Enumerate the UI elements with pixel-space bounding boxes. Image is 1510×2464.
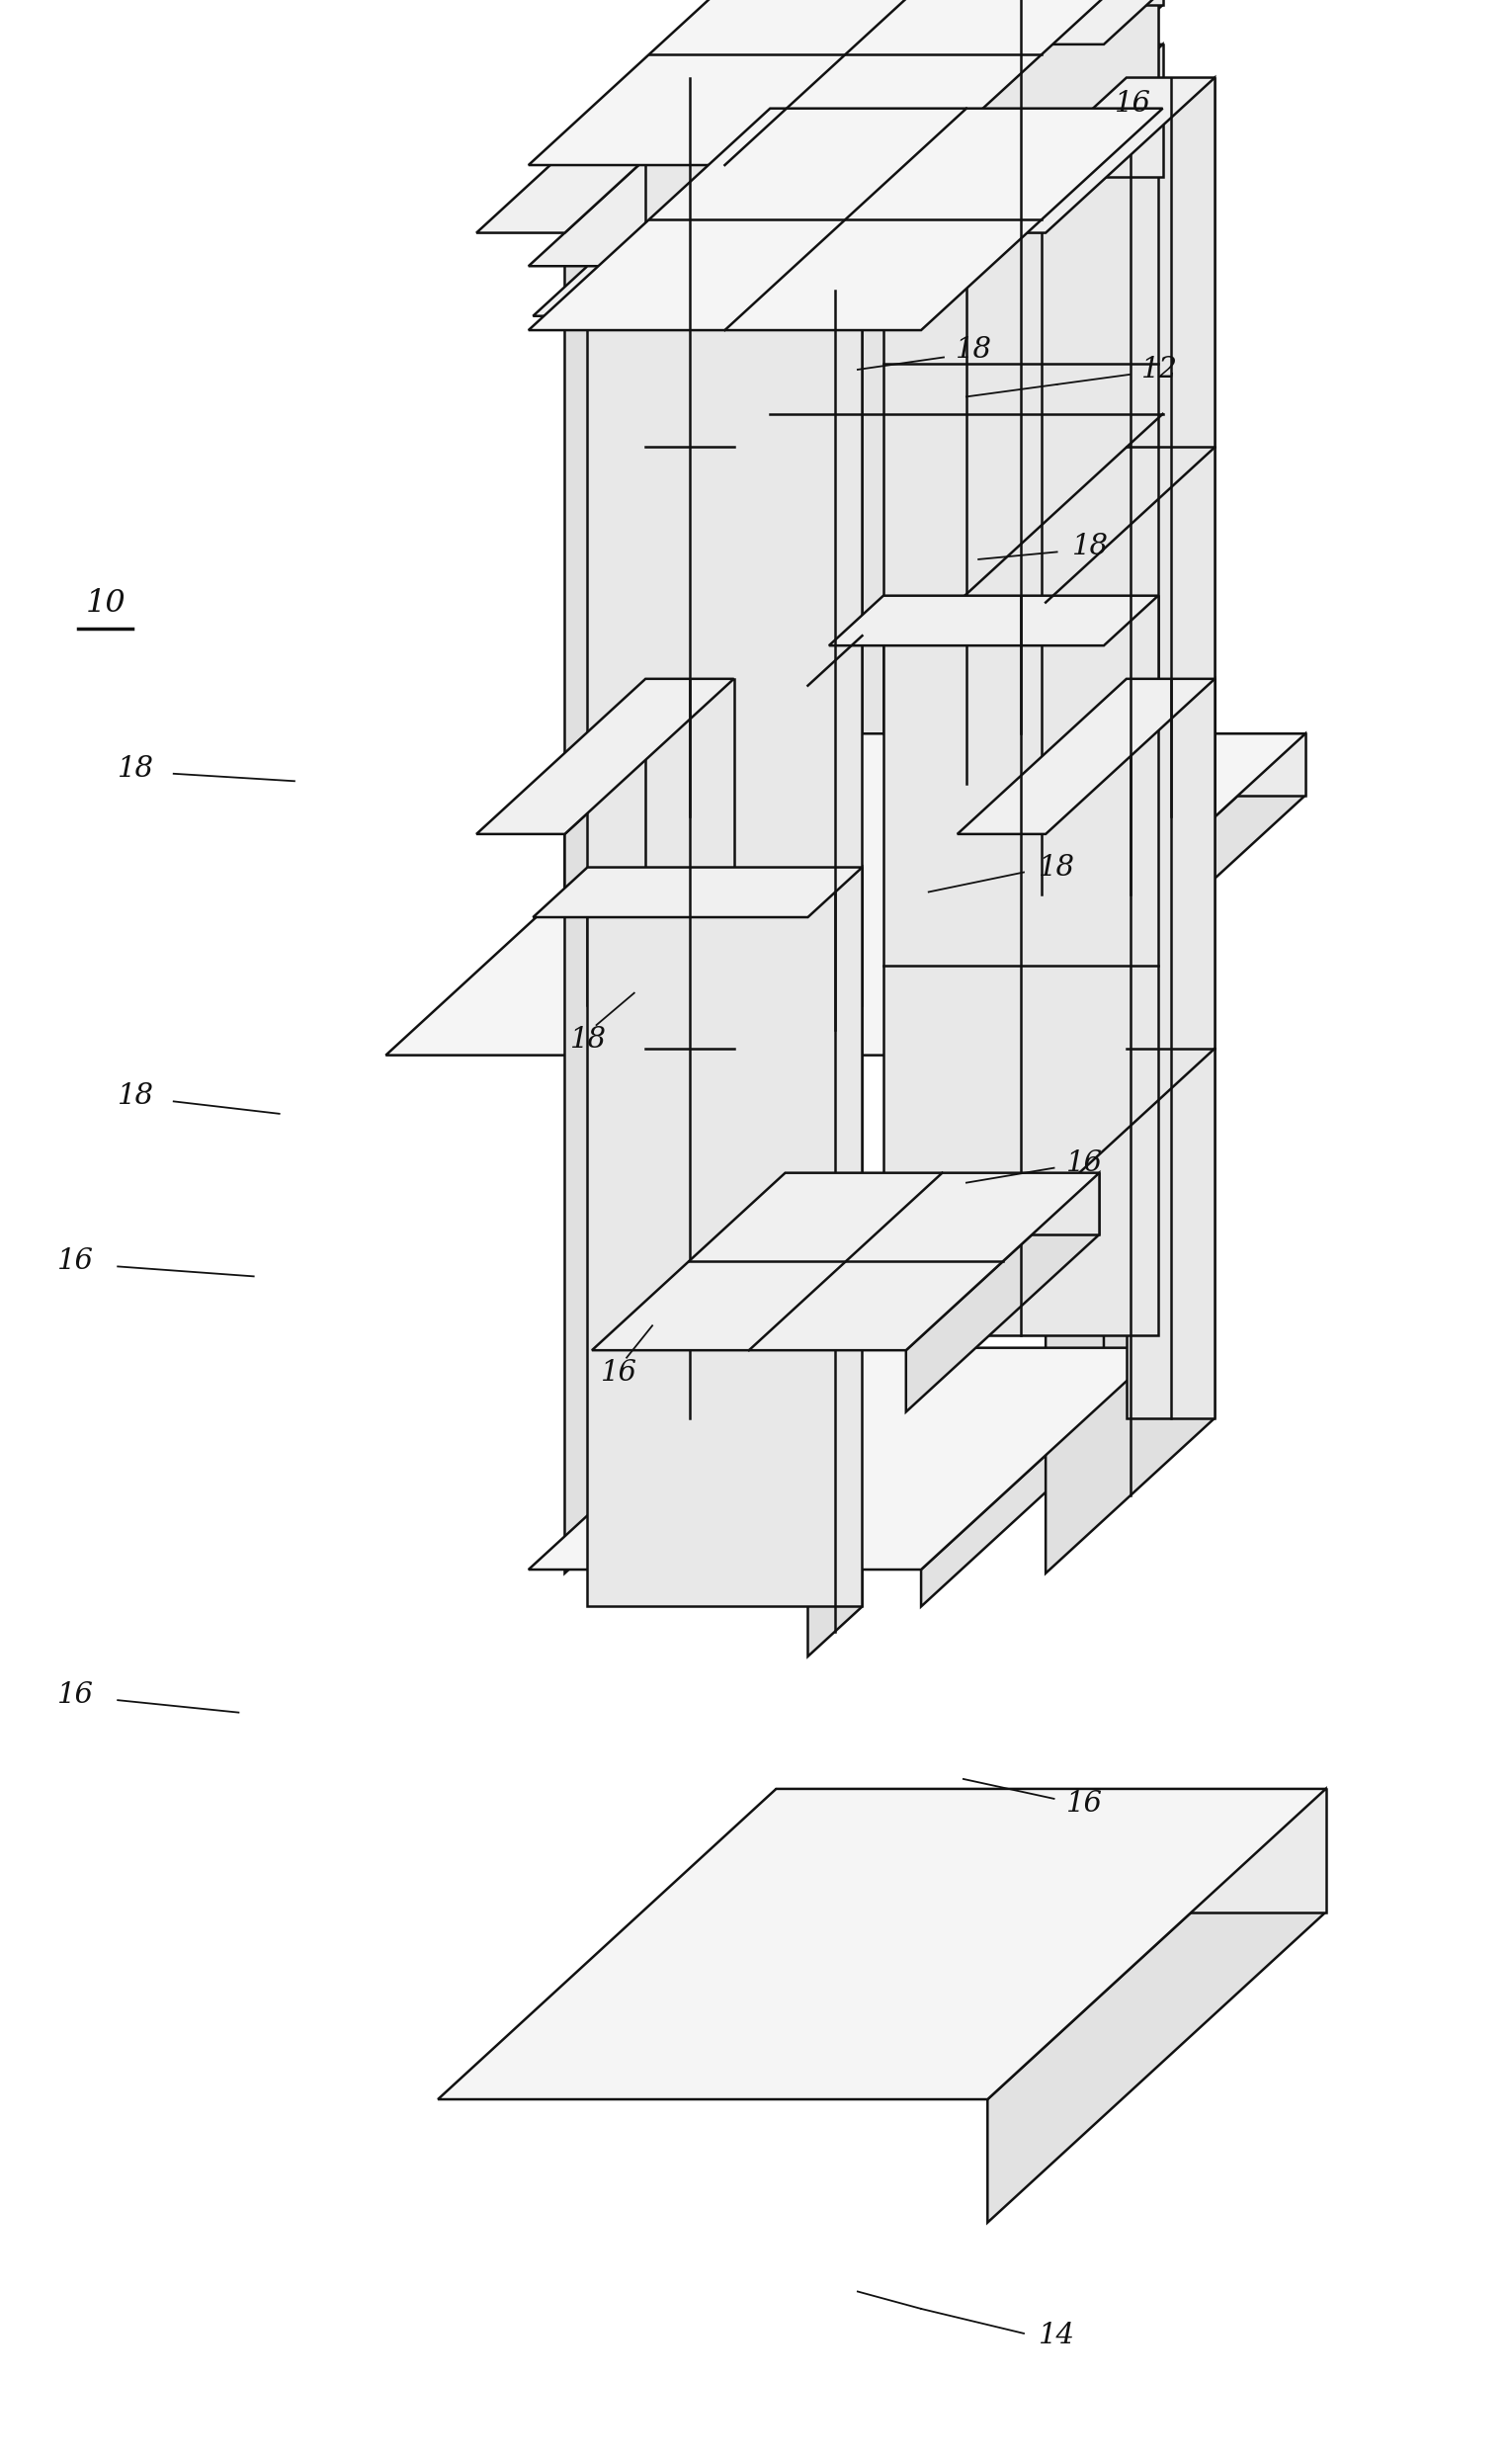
Polygon shape <box>770 108 1163 177</box>
Polygon shape <box>735 734 1305 796</box>
Polygon shape <box>477 79 734 234</box>
Polygon shape <box>565 79 734 973</box>
Polygon shape <box>988 1789 1326 2223</box>
Polygon shape <box>921 1348 1163 1607</box>
Polygon shape <box>587 266 862 1005</box>
Polygon shape <box>776 1789 1326 1912</box>
Text: 18: 18 <box>118 1082 154 1111</box>
Polygon shape <box>1046 680 1216 1574</box>
Polygon shape <box>770 1348 1163 1385</box>
Text: 18: 18 <box>118 754 154 784</box>
Polygon shape <box>528 44 1163 266</box>
Polygon shape <box>921 0 1163 227</box>
Polygon shape <box>785 1173 1099 1234</box>
Polygon shape <box>533 266 862 315</box>
Polygon shape <box>646 79 734 818</box>
Polygon shape <box>646 680 734 1419</box>
Polygon shape <box>906 1173 1099 1412</box>
Polygon shape <box>565 680 734 1574</box>
Polygon shape <box>883 0 1158 734</box>
Polygon shape <box>829 596 1158 646</box>
Polygon shape <box>829 0 1158 44</box>
Text: 12: 12 <box>1142 355 1178 384</box>
Polygon shape <box>883 596 1158 1335</box>
Polygon shape <box>1104 0 1158 784</box>
Polygon shape <box>770 0 1163 5</box>
Polygon shape <box>921 108 1163 399</box>
Text: 14: 14 <box>1039 2321 1075 2351</box>
Text: 16: 16 <box>57 1247 94 1276</box>
Polygon shape <box>528 108 1163 330</box>
Polygon shape <box>1046 79 1216 973</box>
Text: 18: 18 <box>571 1025 607 1055</box>
Text: 16: 16 <box>1066 1789 1102 1818</box>
Polygon shape <box>533 867 862 917</box>
Text: 16: 16 <box>1066 1148 1102 1178</box>
Polygon shape <box>808 867 862 1656</box>
Polygon shape <box>1126 680 1216 1419</box>
Polygon shape <box>528 0 1163 165</box>
Text: 16: 16 <box>57 1680 94 1710</box>
Polygon shape <box>587 867 862 1607</box>
Text: 18: 18 <box>956 335 992 365</box>
Polygon shape <box>438 1789 1326 2099</box>
Text: 16: 16 <box>1114 89 1151 118</box>
Polygon shape <box>957 79 1216 234</box>
Polygon shape <box>770 44 1163 784</box>
Polygon shape <box>592 1173 1099 1350</box>
Polygon shape <box>957 680 1216 833</box>
Text: 16: 16 <box>601 1358 637 1387</box>
Polygon shape <box>808 266 862 1055</box>
Text: 18: 18 <box>1072 532 1108 562</box>
Polygon shape <box>385 734 1305 1055</box>
Polygon shape <box>921 44 1163 1005</box>
Polygon shape <box>954 734 1305 1116</box>
Polygon shape <box>1104 596 1158 1385</box>
Polygon shape <box>477 680 734 833</box>
Text: 10: 10 <box>86 589 125 618</box>
Polygon shape <box>528 1348 1163 1570</box>
Polygon shape <box>1126 79 1216 818</box>
Text: 18: 18 <box>1039 853 1075 882</box>
